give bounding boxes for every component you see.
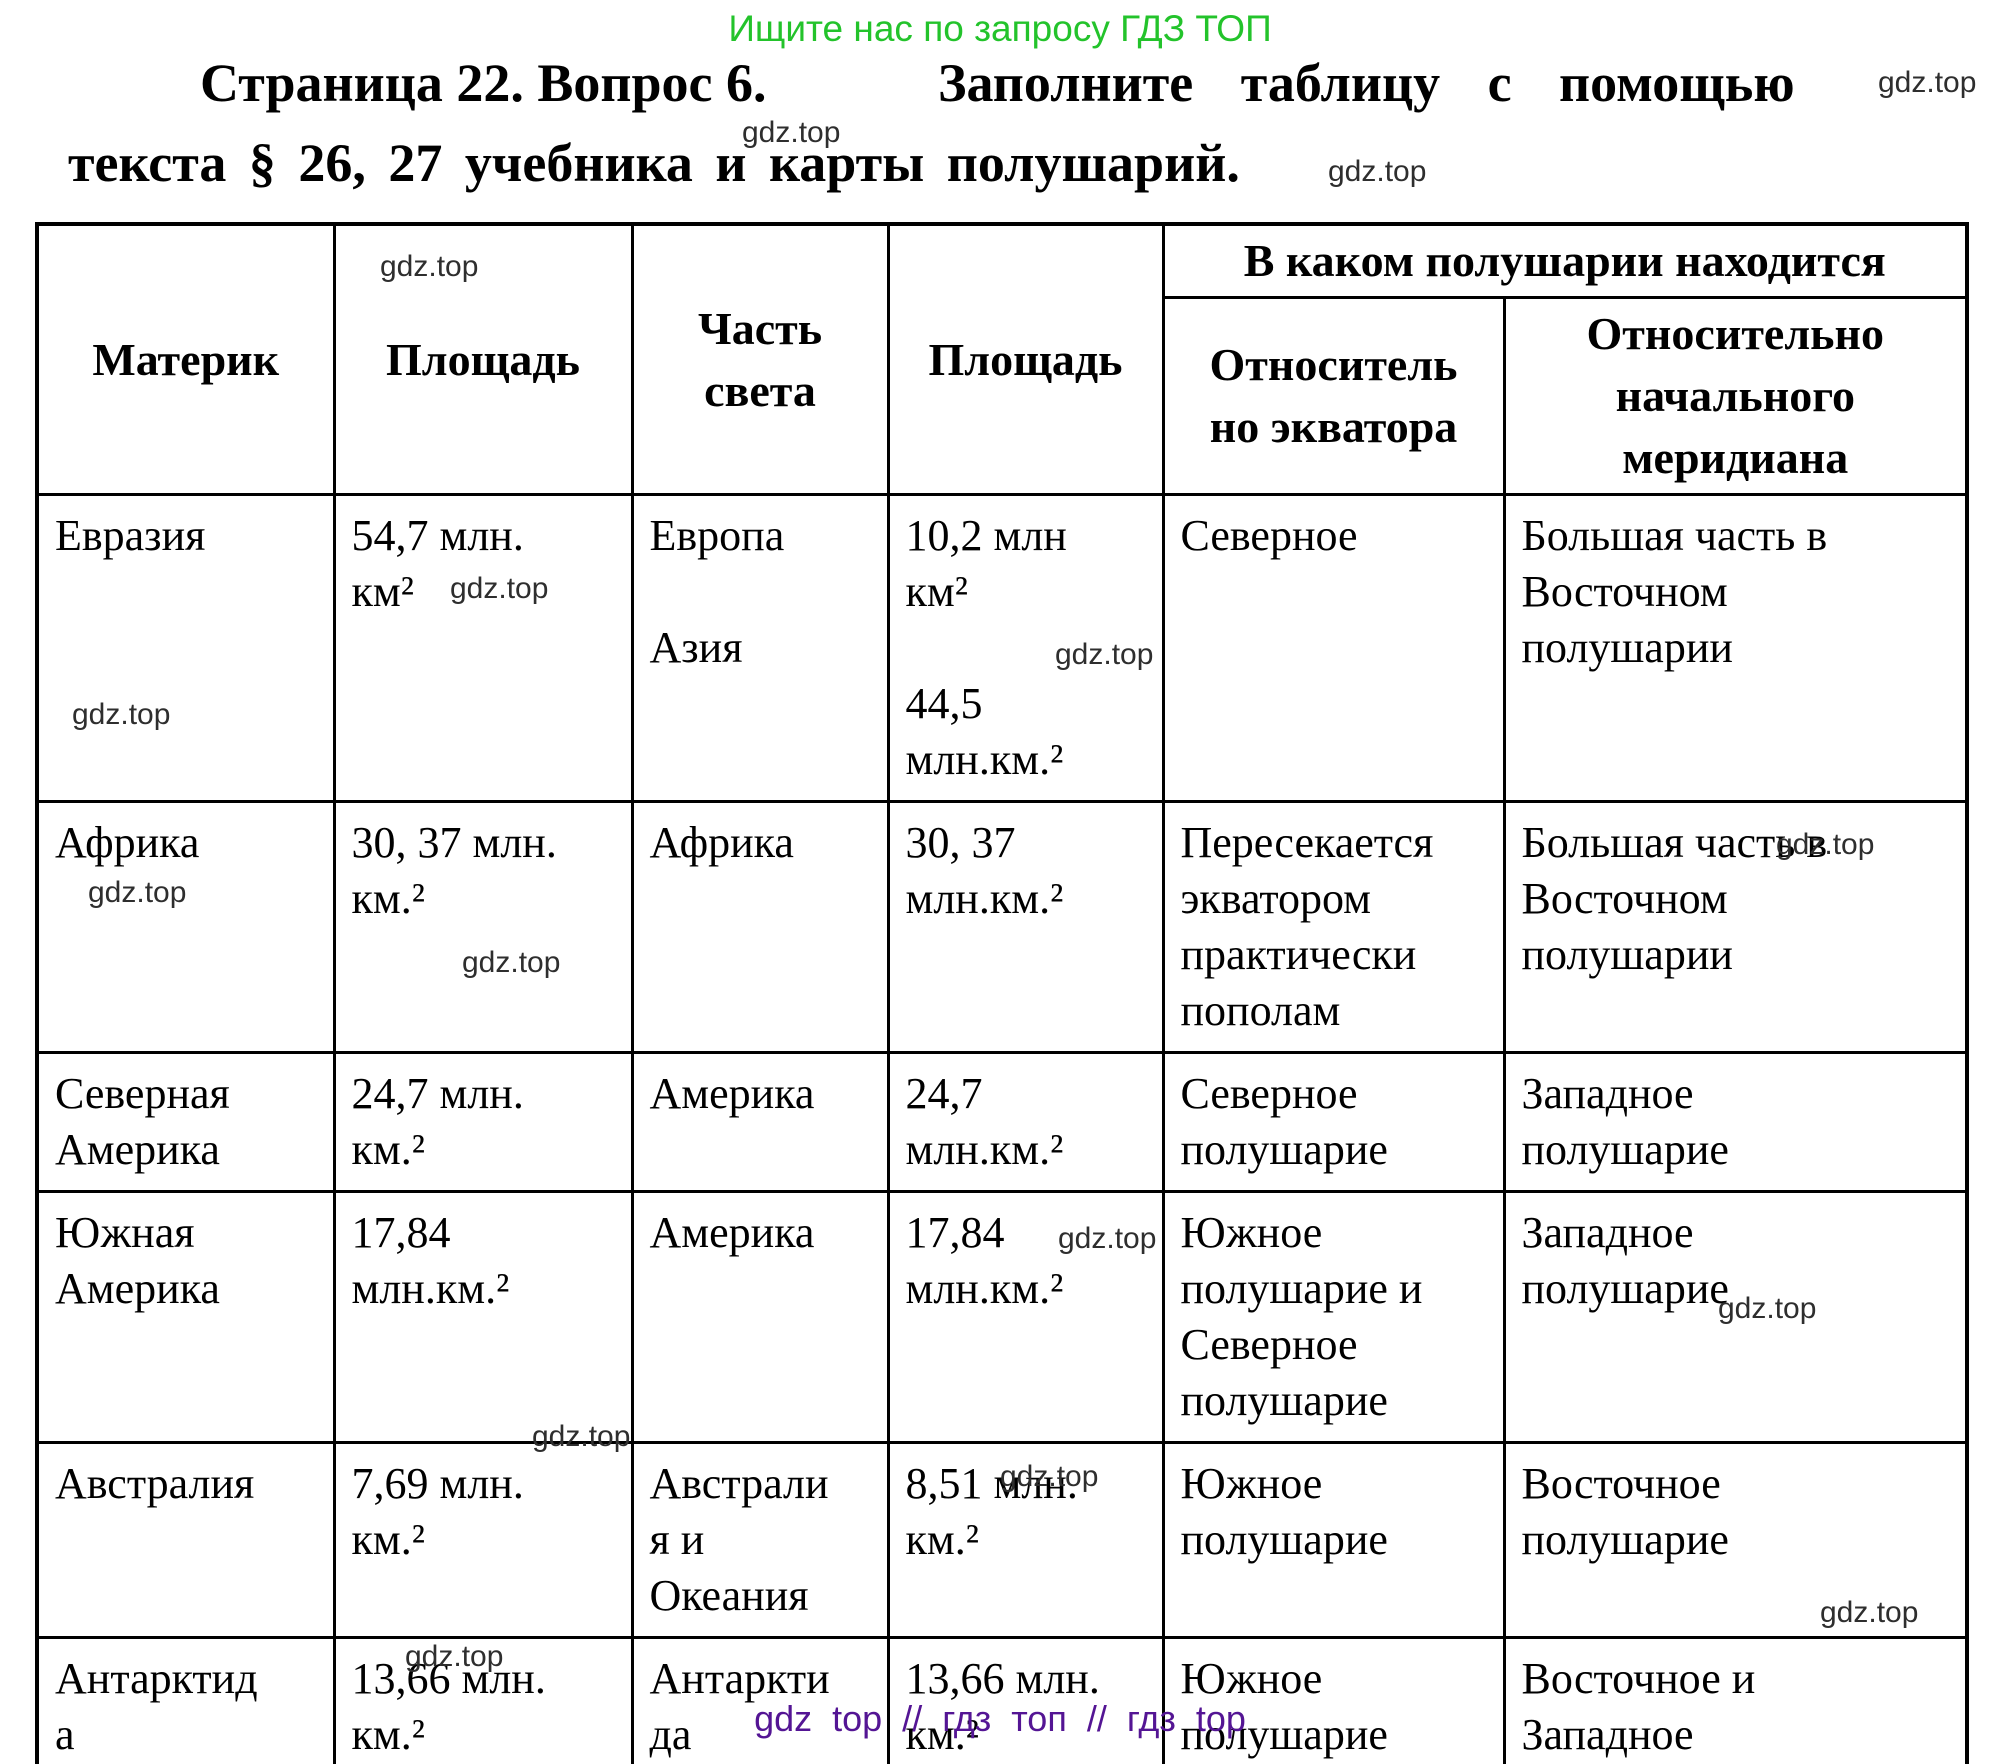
table-row-south-america: Южная Америка 17,84 млн.км.² Америка 17,… <box>35 1190 1969 1444</box>
continents-table: Материк Площадь Часть света Площадь В ка… <box>35 222 1970 1764</box>
cell-continent: Южная Америка <box>35 1190 336 1444</box>
cell-part-area: 8,51 млн. км.² <box>886 1441 1165 1639</box>
question-label: Страница 22. Вопрос 6. <box>200 53 767 113</box>
cell-part-area: 10,2 млн км² 44,5 млн.км.² <box>886 493 1165 803</box>
cell-part-of-world: Африка <box>630 800 890 1054</box>
page-title-line2: текста § 26, 27 учебника и карты полушар… <box>68 133 1240 193</box>
cell-equator: Северное <box>1161 493 1506 803</box>
column-header-meridian: Относительно начального меридиана <box>1502 296 1969 496</box>
gdz-watermark: gdz.top <box>405 1640 504 1673</box>
cell-continent: Антарктид а <box>35 1636 336 1764</box>
table-row-antarctica: Антарктид а 13,66 млн. км.² Антаркти да … <box>35 1636 1969 1764</box>
cell-area: 7,69 млн. км.² <box>332 1441 634 1639</box>
cell-equator: Северное полушарие <box>1161 1051 1506 1193</box>
cell-continent: Евразия <box>35 493 336 803</box>
cell-part-of-world: Европа Азия <box>630 493 890 803</box>
cell-part-area: 30, 37 млн.км.² <box>886 800 1165 1054</box>
cell-part-area: 17,84 млн.км.² <box>886 1190 1165 1444</box>
gdz-watermark: gdz.top <box>72 698 171 731</box>
cell-part-area: 13,66 млн. км.² <box>886 1636 1165 1764</box>
cell-part-area: 24,7 млн.км.² <box>886 1051 1165 1193</box>
table-row-australia: Австралия 7,69 млн. км.² Австрали я и Ок… <box>35 1441 1969 1639</box>
promo-banner: Ищите нас по запросу ГДЗ ТОП <box>728 8 1272 49</box>
cell-meridian: Западное полушарие <box>1502 1190 1969 1444</box>
cell-part-of-world: Австрали я и Океания <box>630 1441 890 1639</box>
gdz-watermark: gdz.top <box>450 572 549 605</box>
column-header-continent: Материк <box>35 222 336 496</box>
cell-area: 30, 37 млн. км.² <box>332 800 634 1054</box>
cell-part-of-world: Америка <box>630 1051 890 1193</box>
cell-meridian: Восточное полушарие <box>1502 1441 1969 1639</box>
cell-continent: Северная Америка <box>35 1051 336 1193</box>
cell-equator: Южное полушарие и Северное полушарие <box>1161 1190 1506 1444</box>
gdz-watermark: gdz.top <box>1058 1222 1157 1255</box>
cell-equator: Южное полушарие <box>1161 1441 1506 1639</box>
cell-area: 13,66 млн. км.² <box>332 1636 634 1764</box>
cell-equator: Пересекается экватором практически попол… <box>1161 800 1506 1054</box>
gdz-watermark: gdz.top <box>1055 638 1154 671</box>
column-header-area: Площадь <box>332 222 634 496</box>
gdz-watermark: gdz.top <box>532 1420 631 1453</box>
cell-area: 24,7 млн. км.² <box>332 1051 634 1193</box>
gdz-watermark: gdz.top <box>1878 66 1977 99</box>
footer-links: gdz top // гдз топ // гдз top <box>754 1698 1246 1739</box>
gdz-watermark: gdz.top <box>88 876 187 909</box>
table-row-north-america: Северная Америка 24,7 млн. км.² Америка … <box>35 1051 1969 1193</box>
cell-area: 17,84 млн.км.² <box>332 1190 634 1444</box>
gdz-watermark: gdz.top <box>1000 1460 1099 1493</box>
cell-equator: Южное полушарие <box>1161 1636 1506 1764</box>
gdz-watermark: gdz.top <box>462 946 561 979</box>
column-header-hemisphere-group: В каком полушарии находится <box>1161 222 1969 299</box>
cell-continent: Африка <box>35 800 336 1054</box>
gdz-watermark: gdz.top <box>1776 828 1875 861</box>
column-header-part-area: Площадь <box>886 222 1165 496</box>
gdz-watermark: gdz.top <box>1820 1596 1919 1629</box>
cell-area: 54,7 млн. км² <box>332 493 634 803</box>
column-header-equator: Относитель но экватора <box>1161 296 1506 496</box>
table-row-eurasia: Евразия 54,7 млн. км² Европа Азия 10,2 м… <box>35 493 1969 803</box>
cell-continent: Австралия <box>35 1441 336 1639</box>
gdz-watermark: gdz.top <box>380 250 479 283</box>
page-title-line1: Заполните таблицу с помощью <box>938 53 1795 113</box>
gdz-watermark: gdz.top <box>1328 155 1427 188</box>
cell-part-of-world: Антаркти да <box>630 1636 890 1764</box>
cell-meridian: Большая часть в Восточном полушарии <box>1502 493 1969 803</box>
table-row-africa: Африка 30, 37 млн. км.² Африка 30, 37 мл… <box>35 800 1969 1054</box>
gdz-watermark: gdz.top <box>742 116 841 149</box>
column-header-part-of-world: Часть света <box>630 222 890 496</box>
cell-meridian: Западное полушарие <box>1502 1051 1969 1193</box>
cell-part-of-world: Америка <box>630 1190 890 1444</box>
cell-meridian: Восточное и Западное полушарие <box>1502 1636 1969 1764</box>
gdz-watermark: gdz.top <box>1718 1292 1817 1325</box>
cell-meridian: Большая часть в Восточном полушарии <box>1502 800 1969 1054</box>
